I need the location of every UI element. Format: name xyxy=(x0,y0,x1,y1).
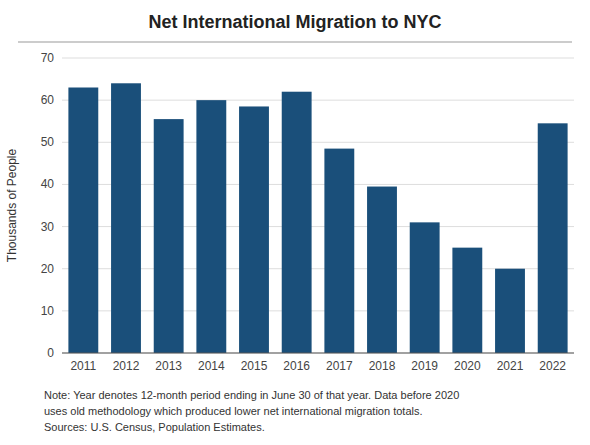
title: Net International Migration to NYC xyxy=(148,12,441,32)
grid-line xyxy=(62,353,574,354)
bar xyxy=(495,269,525,353)
chart-svg: Net International Migration to NYC 0 10 20 3… xyxy=(0,0,590,445)
chart-container: Net International Migration to NYC 0 10 20 3… xyxy=(0,0,590,445)
y-tick-label: 70 xyxy=(41,51,55,65)
note: Sources: U.S. Census, Population Estimat… xyxy=(44,421,265,433)
bar xyxy=(410,222,440,353)
y-tick-label: 0 xyxy=(47,346,54,360)
x-tick-label: 2011 xyxy=(70,359,96,373)
bar xyxy=(196,100,226,353)
bar xyxy=(282,92,312,353)
bar xyxy=(154,119,184,353)
grid-line xyxy=(62,58,574,59)
x-axis: 2011 2012 2013 2014 2015 2016 2017 2018 2019 2020… xyxy=(70,359,566,373)
title-rule xyxy=(18,42,572,43)
x-tick-label: 2018 xyxy=(369,359,396,373)
x-tick-label: 2012 xyxy=(113,359,140,373)
x-tick-label: 2014 xyxy=(198,359,225,373)
y-tick-label: 60 xyxy=(41,93,55,107)
bar xyxy=(538,123,568,353)
x-tick-label: 2021 xyxy=(497,359,524,373)
y-tick-label: 10 xyxy=(41,304,55,318)
note: uses old methodology which produced lowe… xyxy=(44,405,423,417)
bar xyxy=(452,248,482,353)
y-tick-label: 50 xyxy=(41,135,55,149)
note: Note: Year denotes 12-month period endin… xyxy=(44,389,459,401)
page: {"chart_data": {"type": "bar", "title": … xyxy=(0,0,590,445)
y-axis-label: Thousands of People xyxy=(5,148,19,262)
bar xyxy=(68,88,98,354)
bar xyxy=(239,106,269,353)
y-tick-label: 30 xyxy=(41,220,55,234)
x-tick-label: 2019 xyxy=(411,359,438,373)
x-tick-label: 2015 xyxy=(241,359,268,373)
y-axis: 0 10 20 30 40 50 60 70 xyxy=(41,51,574,360)
x-axis-line xyxy=(62,353,574,354)
bars xyxy=(68,83,567,353)
bar xyxy=(367,187,397,353)
x-tick-label: 2022 xyxy=(539,359,566,373)
y-tick-label: 20 xyxy=(41,262,55,276)
bar xyxy=(111,83,141,353)
x-tick-label: 2016 xyxy=(283,359,310,373)
y-tick-label: 40 xyxy=(41,177,55,191)
x-tick-label: 2017 xyxy=(326,359,353,373)
x-tick-label: 2013 xyxy=(155,359,182,373)
bar xyxy=(324,149,354,353)
x-tick-label: 2020 xyxy=(454,359,481,373)
